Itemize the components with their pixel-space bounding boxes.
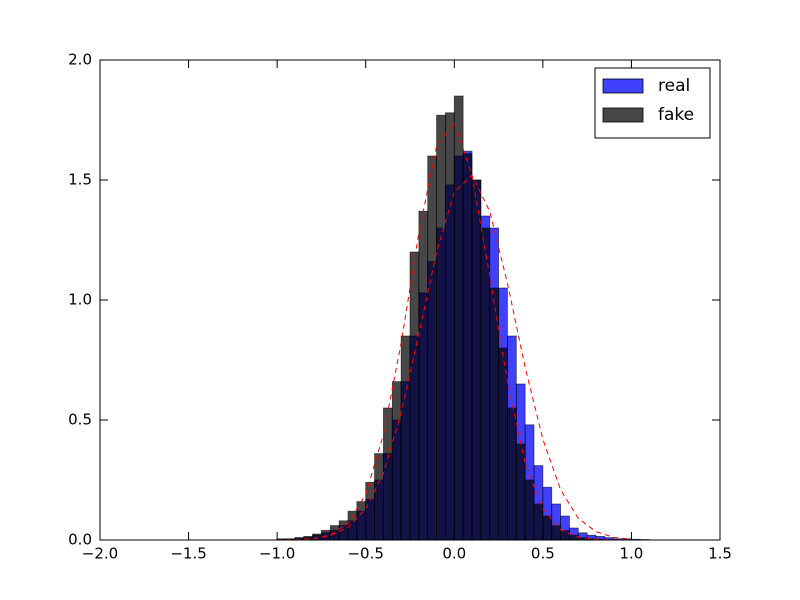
x-tick-label: 1.5 xyxy=(708,545,732,563)
histogram-bar xyxy=(321,530,331,541)
histogram-bar xyxy=(312,533,322,541)
histogram-bar xyxy=(427,155,437,541)
histogram-bar xyxy=(391,381,402,541)
histogram-bar xyxy=(462,153,473,541)
y-tick-label: 0.0 xyxy=(68,531,92,549)
histogram-bar xyxy=(383,407,393,541)
histogram-bar xyxy=(445,112,455,541)
legend-swatch xyxy=(602,107,644,123)
histogram-bar xyxy=(551,525,561,541)
legend-label: real xyxy=(658,76,690,96)
x-tick-label: 0.5 xyxy=(531,545,555,563)
legend-box xyxy=(594,67,711,139)
x-tick-label: −1.0 xyxy=(259,545,295,563)
histogram-bar xyxy=(471,179,482,541)
histogram-bar xyxy=(329,525,340,541)
histogram-bar xyxy=(400,335,411,541)
histogram-bar xyxy=(542,515,553,541)
y-tick-label: 2.0 xyxy=(68,51,92,69)
y-tick-label: 1.0 xyxy=(68,291,92,309)
histogram-bar xyxy=(498,347,508,541)
histogram-bar xyxy=(507,407,517,541)
histogram-bar xyxy=(453,95,464,541)
histogram-bar xyxy=(374,453,384,541)
legend-label: fake xyxy=(658,105,694,125)
x-tick-label: 0.0 xyxy=(442,545,466,563)
histogram-bar xyxy=(418,210,429,541)
x-tick-label: −2.0 xyxy=(82,545,118,563)
fit-curve xyxy=(277,174,632,541)
y-tick-label: 0.5 xyxy=(68,411,92,429)
histogram-bar xyxy=(480,227,491,541)
fit-curve xyxy=(277,121,632,541)
y-tick-label: 1.5 xyxy=(68,171,92,189)
histogram-bar xyxy=(533,503,544,541)
histogram-bar xyxy=(560,530,570,541)
legend-swatch xyxy=(602,78,644,94)
x-tick-label: −0.5 xyxy=(347,545,383,563)
histogram-bar xyxy=(338,520,349,541)
x-tick-label: 1.0 xyxy=(619,545,643,563)
histogram-bar xyxy=(569,534,579,541)
histogram-bar xyxy=(489,287,499,541)
histogram-bar xyxy=(409,251,420,541)
histogram-bar xyxy=(436,114,446,541)
histogram-bar xyxy=(524,479,535,541)
x-tick-label: −1.5 xyxy=(170,545,206,563)
